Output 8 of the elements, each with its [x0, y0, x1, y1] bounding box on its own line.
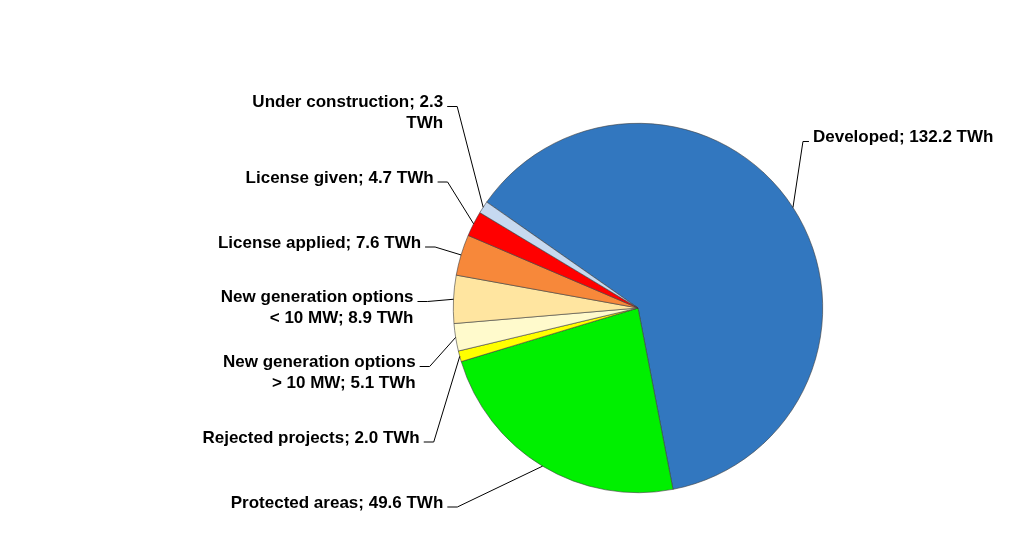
slice-label: Rejected projects; 2.0 TWh	[202, 427, 420, 447]
slice-label: Under construction; 2.3 TWh	[252, 92, 444, 133]
slice-label: Developed; 132.2 TWh	[812, 127, 994, 147]
slice-label: License given; 4.7 TWh	[245, 167, 434, 187]
slice-label: New generation options > 10 MW; 5.1 TWh	[222, 352, 416, 393]
slice-label: Protected areas; 49.6 TWh	[230, 492, 444, 512]
slice-label: New generation options < 10 MW; 8.9 TWh	[220, 287, 414, 328]
slice-label: License applied; 7.6 TWh	[217, 232, 422, 252]
